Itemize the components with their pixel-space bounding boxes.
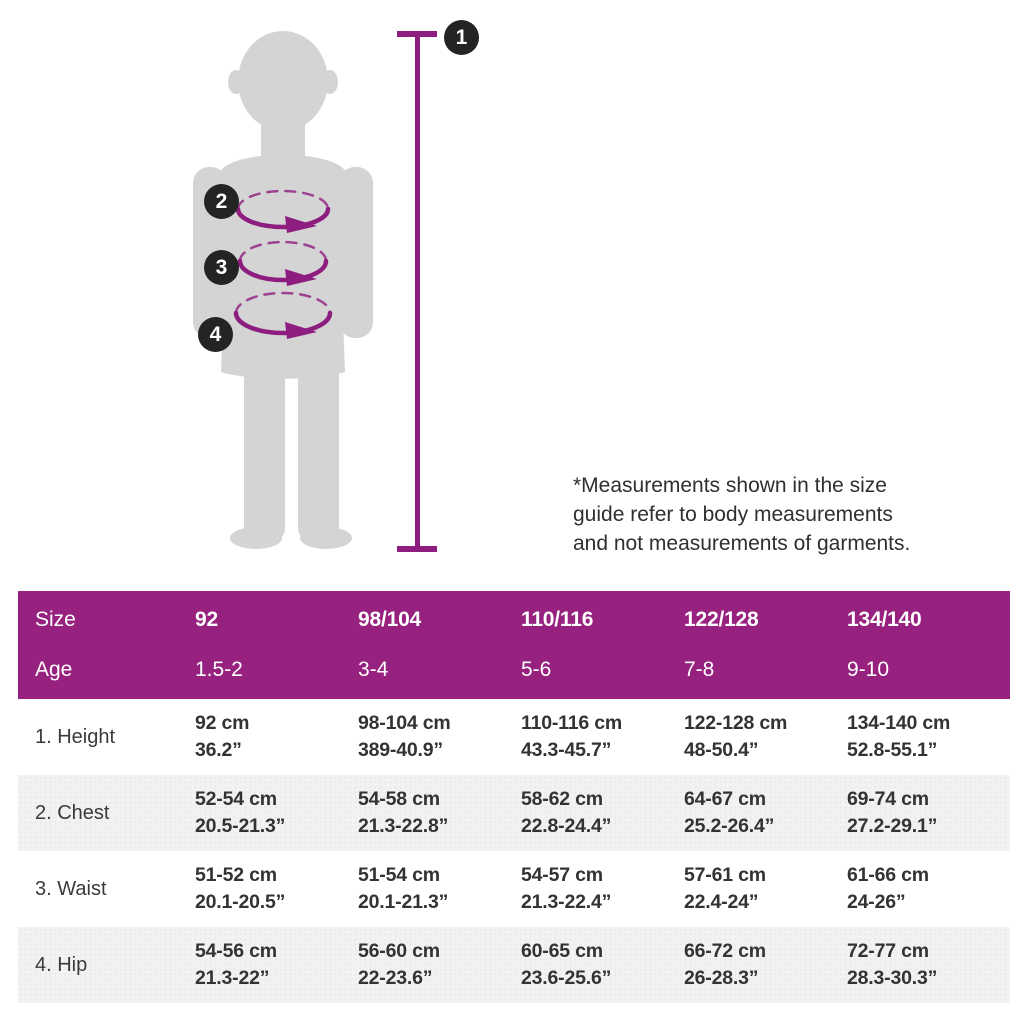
table-cell: 122-128 cm 48-50.4” xyxy=(684,710,847,764)
measurement-illustration xyxy=(193,31,437,552)
table-row-waist: 3. Waist 51-52 cm 20.1-20.5” 51-54 cm 20… xyxy=(18,851,1010,927)
row-label: 2. Chest xyxy=(35,801,110,824)
cell-cm: 56-60 cm xyxy=(358,940,440,962)
table-row-height: 1. Height 92 cm 36.2” 98-104 cm 389-40.9… xyxy=(18,699,1010,775)
table-cell: 134-140 cm 52.8-55.1” xyxy=(847,710,1010,764)
cell-inches: 25.2-26.4” xyxy=(684,815,775,837)
table-cell: 54-58 cm 21.3-22.8” xyxy=(358,786,521,840)
table-cell: 58-62 cm 22.8-24.4” xyxy=(521,786,684,840)
note-line: *Measurements shown in the size xyxy=(573,474,887,497)
cell-inches: 21.3-22.4” xyxy=(521,891,612,913)
table-cell: 57-61 cm 22.4-24” xyxy=(684,862,847,916)
cell-inches: 52.8-55.1” xyxy=(847,739,938,761)
table-cell: 69-74 cm 27.2-29.1” xyxy=(847,786,1010,840)
row-label: 4. Hip xyxy=(35,953,88,976)
header-size-value: 110/116 xyxy=(521,608,594,631)
cell-inches: 389-40.9” xyxy=(358,739,443,761)
chest-measure-ellipse xyxy=(235,189,331,233)
cell-cm: 60-65 cm xyxy=(521,940,603,962)
cell-inches: 26-28.3” xyxy=(684,967,759,989)
child-silhouette xyxy=(193,31,373,549)
cell-cm: 51-54 cm xyxy=(358,864,440,886)
measurement-note: *Measurements shown in the size guide re… xyxy=(573,471,953,558)
measure-badge-hip: 4 xyxy=(198,317,233,352)
header-size-row: Size 92 98/104 110/116 122/128 134/140 xyxy=(18,595,1010,645)
cell-inches: 20.1-20.5” xyxy=(195,891,286,913)
cell-inches: 20.5-21.3” xyxy=(195,815,286,837)
table-cell: 52-54 cm 20.5-21.3” xyxy=(195,786,358,840)
table-cell: 54-56 cm 21.3-22” xyxy=(195,938,358,992)
cell-inches: 23.6-25.6” xyxy=(521,967,612,989)
header-age-value: 5-6 xyxy=(521,658,552,681)
table-cell: 56-60 cm 22-23.6” xyxy=(358,938,521,992)
cell-cm: 57-61 cm xyxy=(684,864,766,886)
table-cell: 92 cm 36.2” xyxy=(195,710,358,764)
cell-cm: 61-66 cm xyxy=(847,864,929,886)
waist-measure-ellipse xyxy=(237,240,329,286)
cell-inches: 48-50.4” xyxy=(684,739,759,761)
row-label: 1. Height xyxy=(35,725,116,748)
table-cell: 60-65 cm 23.6-25.6” xyxy=(521,938,684,992)
header-age-value: 1.5-2 xyxy=(195,658,243,681)
cell-cm: 51-52 cm xyxy=(195,864,277,886)
cell-inches: 24-26” xyxy=(847,891,906,913)
cell-inches: 28.3-30.3” xyxy=(847,967,938,989)
cell-cm: 110-116 cm xyxy=(521,712,623,734)
cell-cm: 54-56 cm xyxy=(195,940,277,962)
cell-inches: 22.8-24.4” xyxy=(521,815,612,837)
header-age-value: 3-4 xyxy=(358,658,389,681)
note-line: guide refer to body measurements xyxy=(573,503,893,526)
hip-measure-ellipse xyxy=(233,291,333,339)
cell-cm: 64-67 cm xyxy=(684,788,766,810)
cell-cm: 66-72 cm xyxy=(684,940,766,962)
table-header: Size 92 98/104 110/116 122/128 134/140 A… xyxy=(18,591,1010,699)
table-row-chest: 2. Chest 52-54 cm 20.5-21.3” 54-58 cm 21… xyxy=(18,775,1010,851)
cell-cm: 54-57 cm xyxy=(521,864,603,886)
size-table: Size 92 98/104 110/116 122/128 134/140 A… xyxy=(18,591,1010,1003)
cell-cm: 69-74 cm xyxy=(847,788,929,810)
height-measure-line xyxy=(397,31,437,552)
cell-cm: 54-58 cm xyxy=(358,788,440,810)
table-cell: 51-52 cm 20.1-20.5” xyxy=(195,862,358,916)
table-cell: 72-77 cm 28.3-30.3” xyxy=(847,938,1010,992)
cell-cm: 58-62 cm xyxy=(521,788,603,810)
measure-badge-chest: 2 xyxy=(204,184,239,219)
cell-cm: 72-77 cm xyxy=(847,940,929,962)
cell-cm: 122-128 cm xyxy=(684,712,788,734)
table-cell: 54-57 cm 21.3-22.4” xyxy=(521,862,684,916)
cell-inches: 22.4-24” xyxy=(684,891,759,913)
header-size-value: 98/104 xyxy=(358,608,422,631)
cell-inches: 22-23.6” xyxy=(358,967,433,989)
table-cell: 110-116 cm 43.3-45.7” xyxy=(521,710,684,764)
header-age-label: Age xyxy=(35,658,73,681)
cell-cm: 134-140 cm xyxy=(847,712,951,734)
header-age-row: Age 1.5-2 3-4 5-6 7-8 9-10 xyxy=(18,645,1010,695)
cell-inches: 43.3-45.7” xyxy=(521,739,612,761)
header-size-value: 122/128 xyxy=(684,608,759,631)
table-cell: 66-72 cm 26-28.3” xyxy=(684,938,847,992)
header-age-value: 9-10 xyxy=(847,658,890,681)
measure-badge-height: 1 xyxy=(444,20,479,55)
table-cell: 51-54 cm 20.1-21.3” xyxy=(358,862,521,916)
row-label: 3. Waist xyxy=(35,877,107,900)
header-age-value: 7-8 xyxy=(684,658,715,681)
measure-badge-waist: 3 xyxy=(204,250,239,285)
header-size-value: 92 xyxy=(195,608,218,631)
note-line: and not measurements of garments. xyxy=(573,532,911,555)
cell-cm: 98-104 cm xyxy=(358,712,451,734)
header-size-value: 134/140 xyxy=(847,608,922,631)
table-cell: 98-104 cm 389-40.9” xyxy=(358,710,521,764)
cell-inches: 36.2” xyxy=(195,739,242,761)
header-size-label: Size xyxy=(35,608,76,631)
cell-inches: 20.1-21.3” xyxy=(358,891,449,913)
table-row-hip: 4. Hip 54-56 cm 21.3-22” 56-60 cm 22-23.… xyxy=(18,927,1010,1003)
table-cell: 61-66 cm 24-26” xyxy=(847,862,1010,916)
cell-inches: 21.3-22.8” xyxy=(358,815,449,837)
cell-inches: 27.2-29.1” xyxy=(847,815,938,837)
cell-cm: 52-54 cm xyxy=(195,788,277,810)
cell-inches: 21.3-22” xyxy=(195,967,270,989)
table-cell: 64-67 cm 25.2-26.4” xyxy=(684,786,847,840)
cell-cm: 92 cm xyxy=(195,712,250,734)
